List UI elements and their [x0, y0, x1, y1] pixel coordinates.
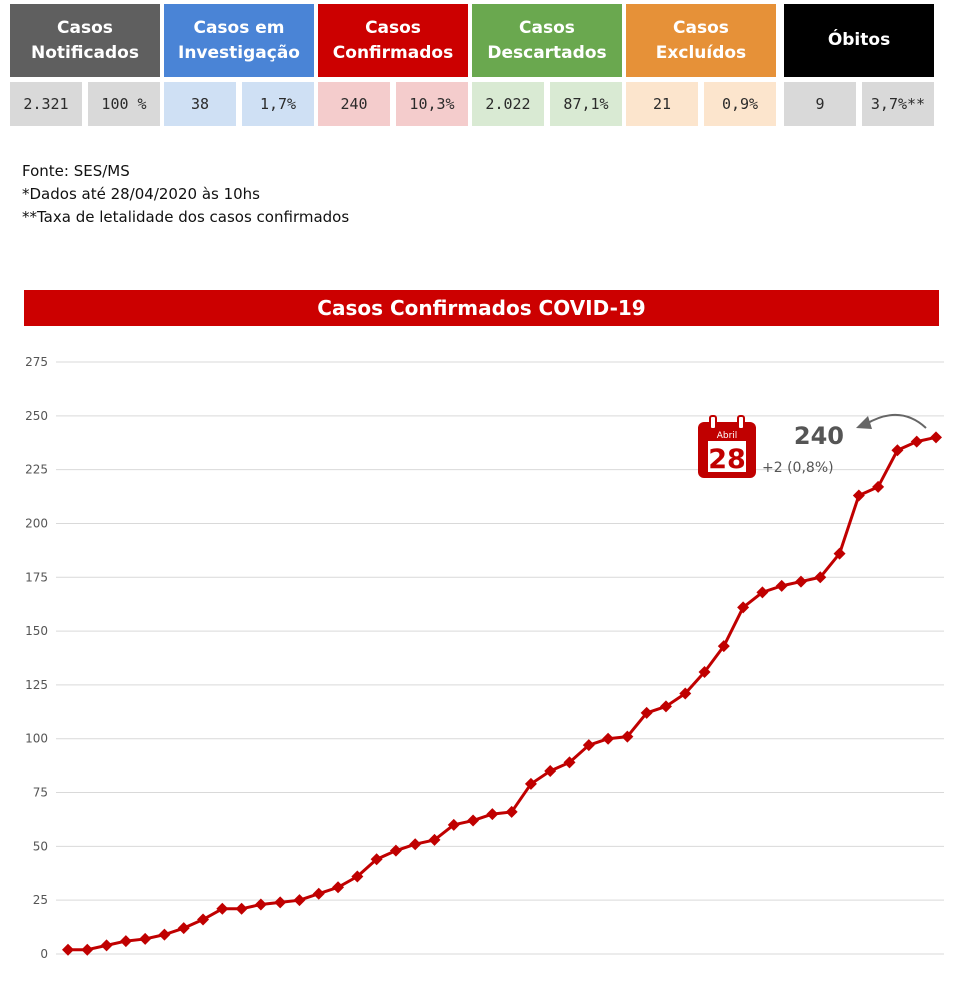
notes: Fonte: SES/MS *Dados até 28/04/2020 às 1…: [22, 160, 349, 229]
data-point: [910, 435, 923, 448]
calendar-ring: [709, 415, 717, 430]
stat-title: Casos em Investigação: [164, 4, 314, 77]
line-chart: 0 25 50 75 100 125 150 175 200 225 250 275 Abril 28 24…: [25, 355, 944, 961]
data-point: [216, 902, 229, 915]
stat-title: Casos Descartados: [472, 4, 622, 77]
stat-value: 240: [318, 82, 390, 126]
chart-title: Casos Confirmados COVID-19: [24, 290, 939, 326]
data-point: [389, 844, 402, 857]
data-point: [274, 896, 287, 909]
data-point: [930, 431, 942, 444]
y-tick-label: 0: [40, 947, 48, 961]
data-point: [679, 687, 692, 700]
calendar-month: Abril: [717, 431, 738, 441]
data-point: [428, 833, 441, 846]
y-tick-label: 275: [25, 355, 48, 369]
stat-group: Óbitos 9 3,7%**: [784, 4, 934, 126]
data-point: [737, 601, 750, 614]
series-line: [68, 435, 937, 952]
y-tick-label: 50: [33, 839, 48, 853]
stat-value: 38: [164, 82, 236, 126]
stat-percent: 10,3%: [396, 82, 468, 126]
data-point: [158, 928, 171, 941]
lethality-note: **Taxa de letalidade dos casos confirmad…: [22, 208, 350, 226]
data-point: [852, 489, 865, 502]
data-point: [756, 586, 769, 599]
date-note: *Dados até 28/04/2020 às 10hs: [22, 185, 261, 203]
data-point: [717, 640, 730, 653]
stat-group: Casos Excluídos 21 0,9%: [626, 4, 776, 126]
stat-percent: 100 %: [88, 82, 160, 126]
data-point: [698, 665, 711, 678]
data-point: [505, 805, 518, 818]
calendar-ring: [737, 415, 745, 430]
data-point: [62, 943, 74, 956]
annotation-value: 240: [794, 422, 844, 450]
stat-value: 2.321: [10, 82, 82, 126]
data-point: [833, 547, 846, 560]
y-tick-label: 150: [25, 624, 48, 638]
y-tick-label: 25: [33, 893, 48, 907]
stat-group: Casos Notificados 2.321 100 %: [10, 4, 160, 126]
stat-group: Casos Descartados 2.022 87,1%: [472, 4, 622, 126]
data-point: [891, 444, 904, 457]
data-point: [659, 700, 672, 713]
stat-value: 21: [626, 82, 698, 126]
data-point: [409, 838, 422, 851]
arrow-head: [856, 416, 872, 429]
stat-value: 9: [784, 82, 856, 126]
data-point: [872, 480, 885, 493]
data-point: [582, 739, 595, 752]
annotation-change: +2 (0,8%): [762, 460, 834, 476]
stat-group: Casos Confirmados 240 10,3%: [318, 4, 468, 126]
data-point: [177, 922, 190, 935]
data-point: [100, 939, 113, 952]
data-point: [544, 765, 557, 778]
y-tick-label: 200: [25, 516, 48, 530]
y-tick-label: 100: [25, 732, 48, 746]
stat-percent: 0,9%: [704, 82, 776, 126]
stat-title: Óbitos: [784, 4, 934, 77]
stat-percent: 1,7%: [242, 82, 314, 126]
summary-table: Casos Notificados 2.321 100 % Casos em Inve…: [10, 4, 951, 126]
data-point: [486, 808, 499, 821]
data-point: [197, 913, 210, 926]
data-point: [640, 706, 653, 719]
calendar-day: 28: [708, 444, 746, 475]
source-note: Fonte: SES/MS: [22, 162, 130, 180]
data-point: [602, 732, 615, 745]
data-point: [794, 575, 807, 588]
y-tick-label: 75: [33, 786, 48, 800]
data-point: [254, 898, 267, 911]
y-tick-label: 225: [25, 463, 48, 477]
data-point: [370, 853, 383, 866]
data-point: [814, 571, 827, 584]
stat-value: 2.022: [472, 82, 544, 126]
data-point: [621, 730, 634, 743]
data-point: [139, 932, 152, 945]
stat-group: Casos em Investigação 38 1,7%: [164, 4, 314, 126]
data-point: [293, 894, 306, 907]
calendar-page: [708, 441, 746, 472]
data-point: [119, 935, 132, 948]
data-point: [467, 814, 480, 827]
stat-title: Casos Notificados: [10, 4, 160, 77]
y-tick-label: 175: [25, 570, 48, 584]
data-point: [81, 943, 94, 956]
data-point: [524, 777, 537, 790]
y-tick-label: 250: [25, 409, 48, 423]
data-point: [351, 870, 364, 883]
y-tick-label: 125: [25, 678, 48, 692]
data-point: [332, 881, 345, 894]
stat-percent: 87,1%: [550, 82, 622, 126]
data-point: [312, 887, 325, 900]
stat-title: Casos Confirmados: [318, 4, 468, 77]
data-point: [235, 902, 248, 915]
data-point: [447, 818, 460, 831]
data-point: [775, 579, 788, 592]
stat-title: Casos Excluídos: [626, 4, 776, 77]
stat-percent: 3,7%**: [862, 82, 934, 126]
annotation-arrow: [865, 413, 927, 429]
data-point: [563, 756, 576, 769]
